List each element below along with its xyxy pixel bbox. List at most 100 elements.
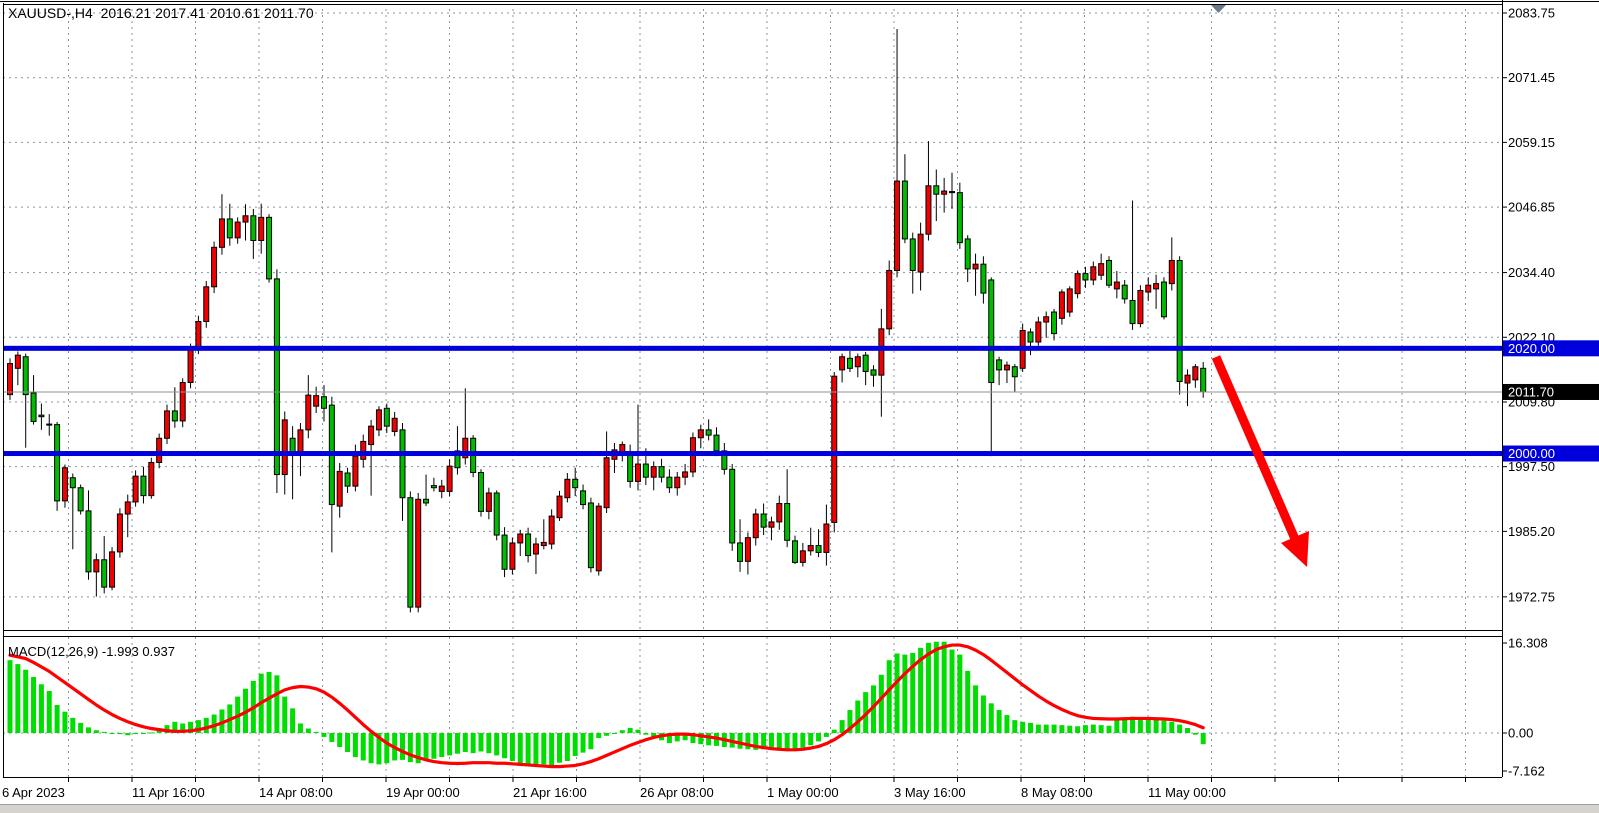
macd-bar: [674, 733, 680, 742]
macd-bar: [266, 671, 272, 733]
bear-candle: [666, 476, 673, 489]
macd-bar: [274, 675, 280, 733]
bull-candle: [1090, 266, 1097, 281]
macd-axis[interactable]: 16.308 0.00 -7.162: [1502, 636, 1548, 779]
macd-bar: [564, 733, 570, 761]
bear-candle: [423, 498, 430, 504]
bull-candle: [1058, 291, 1065, 319]
bear-candle: [760, 513, 767, 528]
macd-axis-label: -7.162: [1508, 764, 1545, 779]
bear-candle: [572, 478, 579, 489]
bear-candle: [784, 502, 791, 541]
price-tag-text: 2000.00: [1508, 446, 1555, 461]
bull-candle: [1035, 321, 1042, 343]
bear-candle: [949, 191, 955, 194]
macd-axis-label: 16.308: [1508, 636, 1548, 651]
macd-bar: [1020, 721, 1026, 733]
time-axis[interactable]: 6 Apr 2023 11 Apr 16:00 14 Apr 08:00 19 Apr…: [2, 778, 1466, 800]
macd-bar: [203, 717, 209, 733]
macd-bar: [996, 710, 1002, 733]
macd-bar: [360, 733, 366, 761]
macd-bar: [86, 727, 91, 733]
macd-bar: [1177, 724, 1183, 733]
macd-bar: [447, 733, 453, 756]
macd-bar: [7, 660, 13, 733]
bull-candle: [595, 505, 602, 572]
macd-bar: [368, 733, 374, 764]
macd-bar: [188, 721, 194, 733]
bear-candle: [454, 450, 461, 469]
chart-shift-marker[interactable]: [1211, 5, 1226, 13]
bear-candle: [77, 487, 84, 512]
bear-candle: [226, 218, 233, 239]
bull-candle: [839, 356, 846, 371]
bear-candle: [399, 429, 406, 499]
price-axis[interactable]: 2083.752071.452059.152046.852034.402022.…: [1502, 6, 1555, 605]
bull-candle: [517, 533, 524, 544]
macd-indicator-label: MACD(12,26,9) -1.993 0.937: [8, 644, 175, 659]
bear-candle: [383, 407, 390, 427]
macd-bar: [988, 703, 994, 733]
bear-candle: [580, 490, 587, 506]
price-tag-2000.00: 2000.00: [1503, 445, 1599, 462]
bull-candle: [218, 218, 225, 248]
time-axis-label: 11 Apr 16:00: [132, 785, 205, 800]
bull-candle: [925, 185, 932, 235]
price-axis-label: 1985.20: [1508, 524, 1555, 539]
bear-candle: [1160, 281, 1167, 318]
price-axis-label: 2034.40: [1508, 265, 1555, 280]
macd-bar: [70, 717, 76, 733]
macd-bar: [1082, 725, 1088, 733]
price-axis-label: 2046.85: [1508, 200, 1555, 215]
bull-candle: [540, 541, 547, 547]
bear-candle: [69, 477, 76, 489]
macd-bar: [509, 733, 515, 761]
macd-bar: [557, 733, 562, 763]
macd-bar: [965, 670, 971, 733]
macd-bar: [407, 733, 413, 763]
horizontal-line-2000[interactable]: [3, 451, 1502, 457]
bear-candle: [101, 559, 108, 588]
bull-candle: [352, 455, 359, 487]
macd-bar: [839, 720, 845, 733]
macd-bar: [894, 653, 900, 733]
macd-bar: [384, 733, 390, 764]
bear-candle: [85, 510, 92, 573]
macd-bar: [1122, 717, 1128, 733]
macd-bar: [847, 710, 853, 733]
macd-bar: [525, 733, 531, 765]
macd-bar: [580, 733, 586, 753]
macd-bar: [502, 733, 508, 759]
horizontal-line-2020[interactable]: [3, 345, 1502, 351]
macd-bar: [776, 733, 782, 750]
macd-bar: [604, 733, 610, 736]
bull-candle: [941, 190, 948, 195]
macd-bar: [925, 642, 931, 733]
candlestick-series[interactable]: [7, 29, 1207, 613]
macd-bar: [93, 730, 99, 733]
bull-candle: [548, 515, 555, 545]
trend-arrow[interactable]: [1211, 355, 1309, 567]
price-axis-label: 1972.75: [1508, 589, 1555, 604]
macd-bar: [541, 733, 547, 765]
macd-signal-line: [8, 643, 1205, 769]
macd-bar: [871, 685, 876, 733]
price-axis-label: 1997.50: [1508, 459, 1555, 474]
macd-bar: [1145, 718, 1151, 733]
macd-bar: [478, 733, 484, 752]
bear-candle: [1051, 311, 1058, 335]
bull-candle: [234, 221, 241, 239]
bull-candle: [391, 417, 398, 432]
bull-candle: [556, 495, 563, 519]
bull-candle: [258, 216, 265, 241]
macd-bar: [1004, 715, 1010, 733]
grid: [3, 9, 1502, 777]
macd-bar: [918, 647, 924, 733]
price-tag-2011.70: 2011.70: [1503, 383, 1599, 400]
macd-bar: [973, 685, 979, 733]
bear-candle: [956, 192, 963, 244]
bear-candle: [642, 463, 649, 478]
bull-candle: [1184, 374, 1191, 384]
price-axis-label: 2059.15: [1508, 135, 1555, 150]
